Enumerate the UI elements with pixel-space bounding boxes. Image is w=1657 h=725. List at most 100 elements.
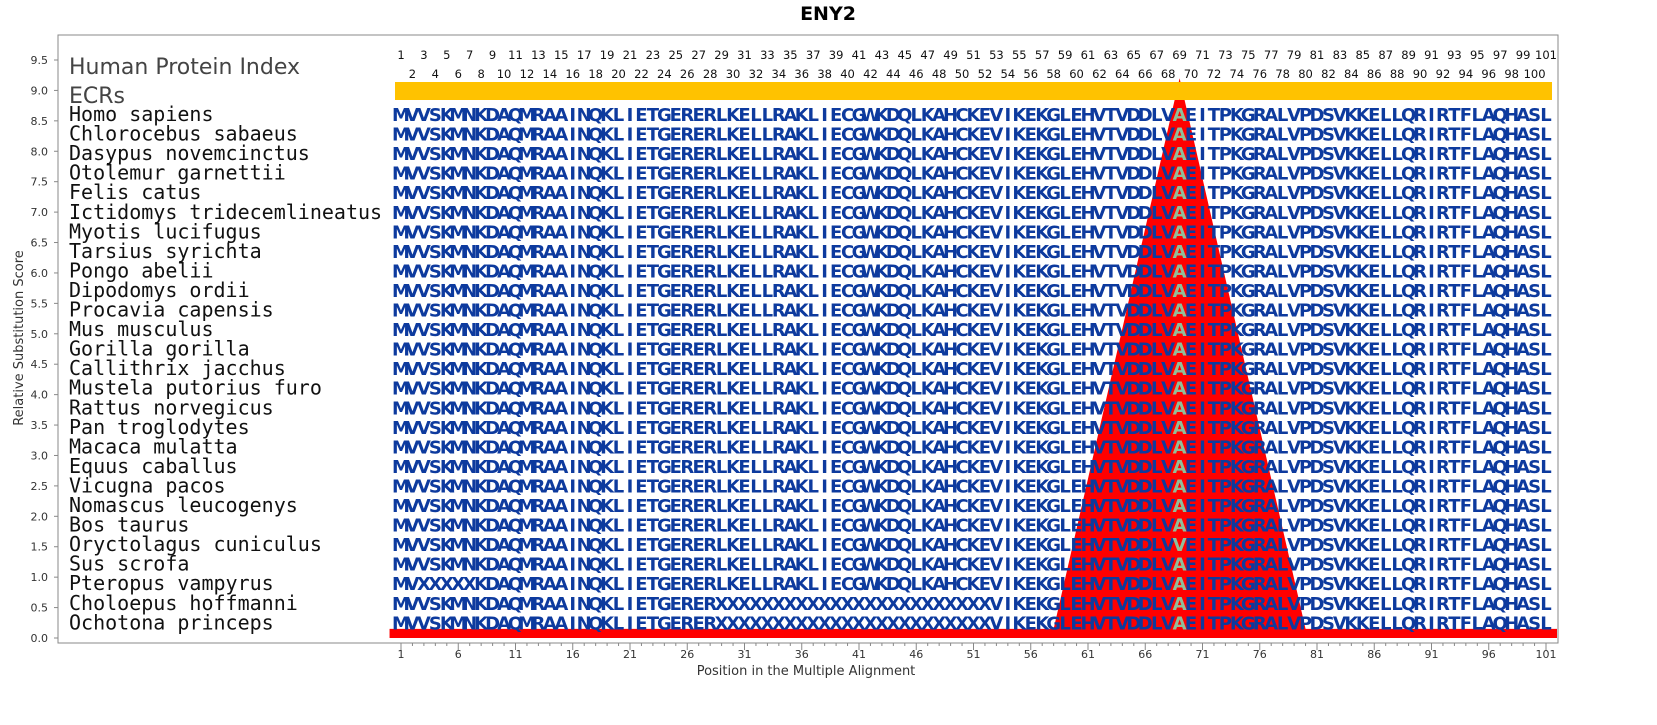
residue: A bbox=[497, 183, 511, 204]
residue: L bbox=[807, 555, 818, 576]
residue: E bbox=[830, 222, 842, 243]
residue: N bbox=[462, 164, 477, 185]
residue: I bbox=[569, 437, 576, 458]
position-number: 7 bbox=[466, 48, 473, 62]
species-name: Macaca mulatta bbox=[69, 434, 238, 458]
residue: V bbox=[1115, 183, 1129, 204]
residue: R bbox=[1413, 535, 1427, 556]
residue: L bbox=[807, 203, 818, 224]
position-number: 63 bbox=[1104, 48, 1119, 62]
residue: K bbox=[1356, 222, 1371, 243]
residue: T bbox=[1448, 183, 1461, 204]
x-axis: 1 6 11 16 21 26 31 36 41 46 51 56 61 66 71 76 81 86 91 96 10… bbox=[58, 642, 1558, 661]
species-sequence: MVVSKMNKDAQMRAAINQKL I ETGERERLKELLRAKL I EC… bbox=[392, 496, 1552, 517]
residue: E bbox=[738, 144, 750, 165]
residue: V bbox=[989, 242, 1003, 263]
residue: L bbox=[613, 516, 624, 537]
position-number: 46 bbox=[909, 67, 924, 81]
residue: K bbox=[967, 105, 982, 126]
residue: H bbox=[943, 105, 958, 126]
residue: K bbox=[440, 183, 455, 204]
species-sequence: MVVSKMNKDAQMRAAINQKL I ETGERERLKELLRAKL I EC… bbox=[392, 476, 1552, 497]
residue: L bbox=[750, 516, 761, 537]
residue: V bbox=[1333, 222, 1347, 243]
residue: I bbox=[569, 535, 576, 556]
residue: A bbox=[543, 164, 557, 185]
residue: L bbox=[613, 281, 624, 302]
y-tick-label: 3.5 bbox=[31, 419, 49, 432]
residue: A bbox=[1516, 222, 1530, 243]
residue: S bbox=[1322, 144, 1335, 165]
residue: L bbox=[613, 398, 624, 419]
residue: E bbox=[830, 164, 842, 185]
residue: L bbox=[1540, 242, 1551, 263]
species-name: Oryctolagus cuniculus bbox=[69, 532, 322, 556]
residue: V bbox=[417, 222, 431, 243]
residue: I bbox=[1004, 203, 1011, 224]
residue: R bbox=[1413, 105, 1427, 126]
residue: K bbox=[600, 183, 615, 204]
residue: H bbox=[1080, 105, 1095, 126]
y-tick-label: 9.0 bbox=[31, 84, 49, 97]
residue: V bbox=[1161, 164, 1175, 185]
position-number: 81 bbox=[1310, 48, 1325, 62]
residue: V bbox=[989, 105, 1003, 126]
residue: I bbox=[1004, 457, 1011, 478]
residue: E bbox=[1025, 242, 1037, 263]
residue: R bbox=[1413, 183, 1427, 204]
residue: D bbox=[886, 222, 901, 243]
residue: M bbox=[518, 183, 536, 204]
x-tick-label: 76 bbox=[1253, 648, 1267, 661]
residue: I bbox=[1199, 535, 1206, 556]
species-name: Callithrix jacchus bbox=[69, 356, 286, 380]
residue: L bbox=[1540, 437, 1551, 458]
human-protein-index-label: Human Protein Index bbox=[69, 55, 300, 80]
residue: M bbox=[518, 203, 536, 224]
residue: L bbox=[1277, 125, 1288, 146]
residue: K bbox=[474, 203, 489, 224]
residue: E bbox=[738, 574, 750, 595]
position-number: 13 bbox=[531, 48, 546, 62]
residue: Q bbox=[1493, 144, 1508, 165]
residue: I bbox=[569, 125, 576, 146]
residue: G bbox=[657, 203, 672, 224]
residue: I bbox=[1004, 261, 1011, 282]
residue: L bbox=[762, 203, 773, 224]
residue: L bbox=[1540, 281, 1551, 302]
residue: L bbox=[1059, 340, 1070, 361]
residue: Q bbox=[588, 105, 603, 126]
species-sequence: MVVSKMNKDAQMRAAINQKL I ETGERERLKELLRAKL I EC… bbox=[392, 555, 1552, 576]
residue: L bbox=[1472, 203, 1483, 224]
residue: E bbox=[635, 379, 647, 400]
residue: D bbox=[886, 242, 901, 263]
residue: L bbox=[1380, 242, 1391, 263]
residue: V bbox=[989, 398, 1003, 419]
residue: I bbox=[1428, 222, 1435, 243]
residue: H bbox=[1080, 164, 1095, 185]
residue: I bbox=[1004, 516, 1011, 537]
residue: Q bbox=[1401, 164, 1416, 185]
position-number: 70 bbox=[1184, 67, 1199, 81]
residue: A bbox=[1264, 222, 1278, 243]
residue: V bbox=[989, 613, 1003, 634]
residue: I bbox=[821, 516, 828, 537]
species-sequence: MVVSKMNKDAQMRAAINQKL I ETGERERLKELLRAKL I EC… bbox=[392, 125, 1552, 146]
residue: G bbox=[1046, 222, 1061, 243]
residue: I bbox=[1004, 379, 1011, 400]
residue: E bbox=[1368, 457, 1380, 478]
residue: R bbox=[703, 105, 717, 126]
species-name: Chlorocebus sabaeus bbox=[69, 122, 298, 146]
species-sequence: MVVSKMNKDAQMRAAINQKL I ETGERERLKELLRAKL I EC… bbox=[392, 379, 1552, 400]
position-number: 98 bbox=[1504, 67, 1519, 81]
residue: M bbox=[518, 144, 536, 165]
residue: E bbox=[635, 340, 647, 361]
residue: I bbox=[627, 574, 634, 595]
residue: V bbox=[1092, 105, 1106, 126]
residue: L bbox=[716, 183, 727, 204]
residue: E bbox=[693, 164, 705, 185]
position-number: 80 bbox=[1298, 67, 1313, 81]
residue: E bbox=[670, 242, 682, 263]
residue: V bbox=[1092, 125, 1106, 146]
residue: D bbox=[1310, 183, 1325, 204]
chart-title: ENY2 bbox=[800, 3, 856, 25]
